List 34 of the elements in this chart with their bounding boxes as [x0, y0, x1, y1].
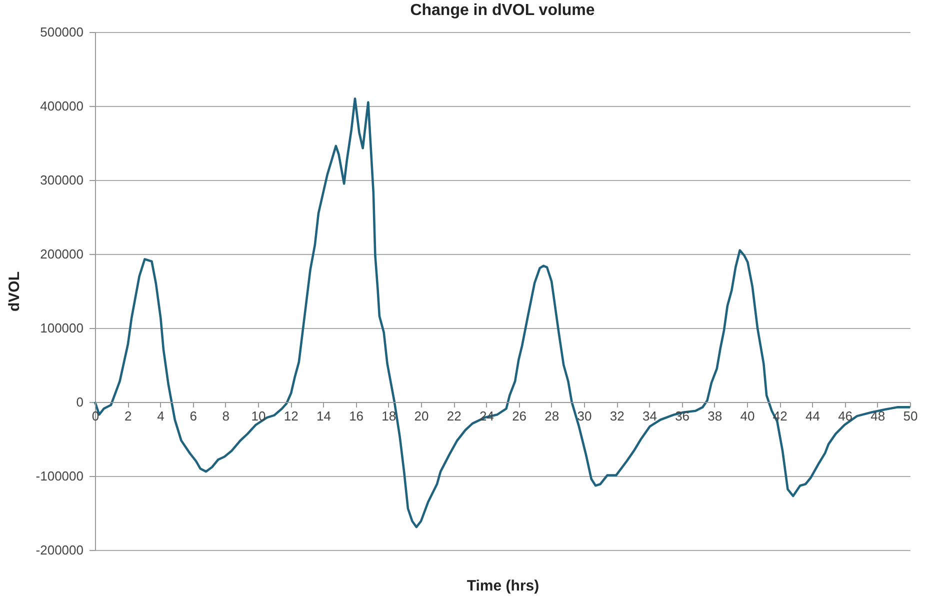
y-axis-title: dVOL — [6, 272, 23, 312]
y-tick-label: 0 — [76, 394, 84, 410]
x-tick-label: 46 — [838, 408, 853, 424]
x-tick-label: 6 — [190, 408, 197, 424]
x-tick-label: 50 — [903, 408, 918, 424]
x-tick-label: 8 — [222, 408, 230, 424]
x-tick-label: 26 — [512, 408, 527, 424]
x-tick-label: 18 — [382, 408, 396, 424]
x-tick-label: 44 — [805, 408, 820, 424]
x-tick-label: 2 — [124, 408, 132, 424]
x-tick-label: 40 — [740, 408, 755, 424]
x-tick-label: 10 — [251, 408, 266, 424]
x-tick-label: 12 — [284, 408, 298, 424]
x-tick-label: 28 — [544, 408, 560, 424]
chart-title: Change in dVOL volume — [410, 2, 595, 19]
x-tick-label: 48 — [870, 408, 886, 424]
y-tick-label: 400000 — [40, 98, 84, 114]
x-tick-label: 32 — [610, 408, 624, 424]
x-tick-label: 30 — [577, 408, 592, 424]
x-axis-title: Time (hrs) — [466, 578, 540, 594]
x-tick-label: 22 — [446, 408, 462, 424]
y-tick-label: 100000 — [40, 320, 84, 336]
y-tick-label: 200000 — [40, 246, 84, 262]
y-tick-label: 500000 — [40, 24, 84, 40]
x-tick-label: 0 — [92, 408, 100, 424]
y-tick-label: 300000 — [40, 172, 84, 188]
x-tick-label: 14 — [316, 408, 331, 424]
x-tick-label: 16 — [349, 408, 364, 424]
x-tick-label: 38 — [708, 408, 722, 424]
x-tick-label: 4 — [157, 408, 164, 424]
x-tick-label: 34 — [642, 408, 657, 424]
y-tick-label: -100000 — [36, 468, 84, 484]
x-tick-label: 20 — [414, 408, 429, 424]
y-tick-label: -200000 — [36, 542, 84, 558]
